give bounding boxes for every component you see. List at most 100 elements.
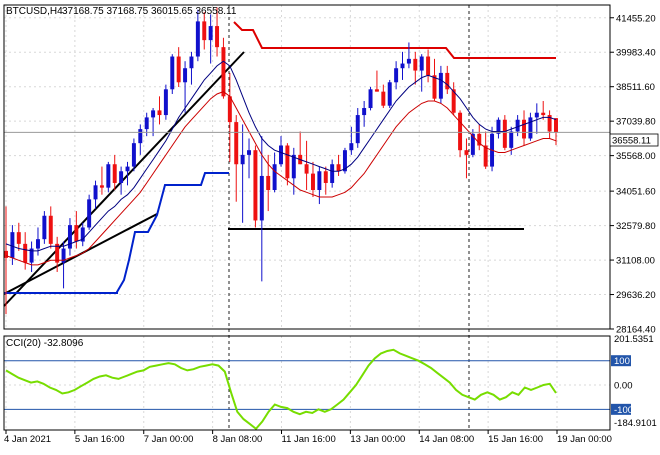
symbol-label: BTCUSD,H4: [6, 6, 63, 17]
ma-fast-line: [5, 60, 557, 252]
price-tick-label: 37039.80: [616, 117, 656, 128]
time-tick-label: 5 Jan 16:00: [75, 434, 125, 445]
candle-body: [279, 145, 283, 165]
cci-scale-label: -184.9101: [614, 418, 657, 429]
candle-body: [368, 89, 373, 109]
candle-body: [323, 171, 328, 183]
cci-scale-label: -100: [614, 405, 633, 416]
candle-body: [163, 89, 168, 116]
candle-body: [23, 243, 28, 263]
candle-body: [387, 82, 392, 106]
candle-body: [93, 185, 98, 200]
price-tick-label: 41455.20: [616, 13, 656, 24]
price-tick-label: 32579.80: [616, 221, 656, 232]
candle-body: [477, 133, 482, 146]
price-tick-label: 29636.20: [616, 290, 656, 301]
main-panel-frame: [3, 4, 611, 330]
candle-body: [394, 68, 399, 83]
candle-body: [227, 96, 232, 123]
candle-body: [221, 47, 226, 97]
candle-body: [202, 21, 207, 41]
candle-body: [464, 150, 469, 155]
time-tick-label: 13 Jan 00:00: [350, 434, 405, 445]
candle-body: [522, 119, 527, 139]
cci-line: [5, 348, 557, 431]
candle-body: [432, 75, 437, 99]
price-tick-label: 35568.00: [616, 151, 656, 162]
candle-body: [247, 150, 252, 155]
candle-body: [381, 91, 386, 106]
time-tick-label: 14 Jan 08:00: [419, 434, 474, 445]
time-tick-label: 19 Jan 00:00: [557, 434, 612, 445]
candle-body: [400, 63, 405, 69]
candle-body: [362, 108, 367, 116]
candle-body: [515, 119, 520, 132]
candle-body: [87, 199, 92, 228]
cci-scale-label: 0.00: [614, 381, 633, 392]
candle-body: [541, 112, 546, 116]
moving-averages: [4, 60, 610, 266]
candle-body: [208, 26, 213, 41]
candle-body: [317, 171, 322, 191]
candle-body: [195, 21, 200, 57]
candle-body: [451, 89, 456, 113]
candle-body: [310, 173, 315, 191]
candle-body: [112, 164, 117, 183]
candle-body: [253, 150, 258, 221]
candle-body: [470, 133, 475, 155]
candle-body: [413, 58, 418, 71]
cci-level-badge: [611, 355, 631, 367]
cci-level-badge: [611, 403, 631, 415]
candle-body: [483, 145, 488, 167]
candle-body: [48, 215, 53, 244]
time-tick-label: 8 Jan 08:00: [213, 434, 263, 445]
time-tick-label: 4 Jan 2021: [4, 434, 51, 445]
candle-body: [502, 119, 507, 148]
candle-body: [138, 129, 143, 144]
candle-body: [131, 143, 136, 167]
candle-body: [170, 56, 175, 90]
candle-body: [342, 150, 347, 172]
candle-body: [157, 110, 162, 116]
candle-body: [4, 250, 8, 258]
candle-body: [406, 58, 411, 64]
axes: 41455.20 39983.40 38511.60 37039.80 35568.00…: [3, 4, 656, 445]
price-tick-label: 38511.60: [616, 82, 655, 93]
candle-body: [16, 232, 21, 244]
stop-line-red: [233, 21, 556, 59]
candle-body: [10, 232, 15, 258]
candle-body: [445, 72, 450, 90]
candle-body: [106, 164, 111, 188]
candle-body: [419, 56, 424, 71]
candle-body: [234, 122, 239, 165]
candle-body: [534, 112, 539, 118]
candle-body: [125, 166, 130, 172]
candle-body: [304, 164, 309, 174]
candle-body: [272, 164, 277, 191]
candle-body: [528, 117, 533, 139]
ma-slow-line: [5, 91, 557, 266]
candle-body: [355, 115, 360, 144]
time-tick-label: 15 Jan 16:00: [488, 434, 543, 445]
candle-body: [80, 227, 85, 242]
candle-body: [349, 143, 354, 151]
candle-body: [151, 110, 156, 118]
candle-body: [35, 239, 40, 249]
candle-body: [374, 89, 379, 92]
candle-body: [119, 171, 124, 183]
candle-body: [240, 154, 245, 165]
candle-body: [266, 175, 271, 191]
candle-body: [554, 118, 558, 133]
candle-body: [509, 131, 514, 148]
candle-body: [99, 185, 104, 188]
cci-scale-label: 201.5351: [614, 334, 654, 345]
trend-line-upper: [3, 51, 245, 307]
candle-body: [67, 225, 72, 249]
candle-body: [496, 119, 501, 134]
price-tick-label: 31108.00: [616, 256, 655, 267]
candle-body: [426, 56, 431, 76]
cci-scale-label: 100: [614, 356, 630, 367]
